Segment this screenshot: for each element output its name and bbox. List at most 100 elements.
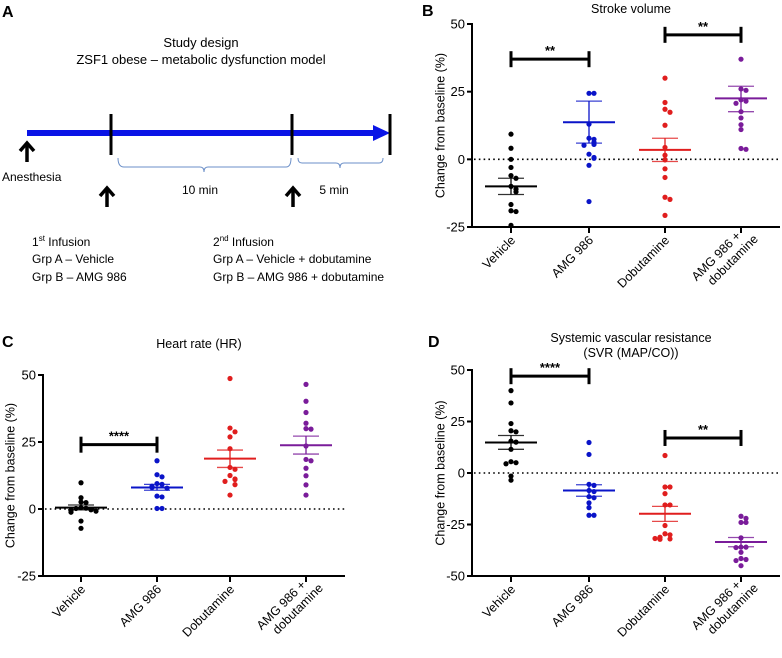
data-point xyxy=(303,398,309,404)
data-point xyxy=(508,172,514,179)
data-point xyxy=(308,426,314,432)
data-point xyxy=(303,409,309,416)
y-tick-label: 25 xyxy=(22,435,36,450)
data-point xyxy=(738,56,744,62)
data-point xyxy=(508,156,514,162)
data-point xyxy=(586,439,592,446)
significance-label: **** xyxy=(540,360,561,375)
infusion2-group-b: Grp B – AMG 986 + dobutamine xyxy=(213,270,384,284)
series-amg-986 xyxy=(563,90,615,205)
data-point xyxy=(738,145,744,152)
data-point xyxy=(667,109,673,115)
panel-letter: D xyxy=(428,334,440,351)
data-point xyxy=(508,459,514,465)
y-tick-label: 0 xyxy=(458,152,465,167)
data-point xyxy=(652,535,658,542)
anesthesia-label: Anesthesia xyxy=(2,170,62,184)
data-point xyxy=(508,473,514,479)
y-tick-label: 25 xyxy=(451,84,465,99)
data-point xyxy=(586,90,592,96)
data-point xyxy=(154,493,160,499)
data-point xyxy=(227,425,233,431)
data-point xyxy=(154,505,160,512)
series-amg-986 xyxy=(131,458,183,512)
data-point xyxy=(662,194,668,200)
data-point xyxy=(508,420,514,427)
data-point xyxy=(303,465,309,471)
data-point xyxy=(508,201,514,208)
data-point xyxy=(78,525,84,531)
data-point xyxy=(513,208,519,215)
chart-subtitle: (SVR (MAP/CO)) xyxy=(583,346,678,360)
data-point xyxy=(232,429,238,435)
x-tick-label-line: AMG 986 xyxy=(117,582,164,629)
y-tick-label: -25 xyxy=(446,517,465,532)
y-tick-label: 0 xyxy=(29,502,36,517)
x-tick-label-line: AMG 986 xyxy=(549,582,596,629)
data-point xyxy=(662,484,668,490)
data-point xyxy=(738,549,744,555)
series-vehicle xyxy=(485,131,537,228)
panel-a-letter: A xyxy=(2,4,14,21)
y-tick-label: -25 xyxy=(446,220,465,235)
data-point xyxy=(586,500,592,506)
x-tick-label: Dobutamine xyxy=(180,582,238,640)
x-tick-label: Vehicle xyxy=(480,233,518,271)
y-tick-label: 50 xyxy=(451,363,465,378)
infusion1-heading: 1st Infusion xyxy=(32,234,90,249)
data-point xyxy=(662,166,668,172)
data-point xyxy=(667,536,673,542)
x-tick-label: AMG 986 xyxy=(549,233,596,280)
series-dobutamine xyxy=(204,375,256,498)
infusion2-group-a: Grp A – Vehicle + dobutamine xyxy=(213,252,372,266)
data-point xyxy=(303,482,309,488)
y-tick-label: -50 xyxy=(446,569,465,584)
y-tick-label: -25 xyxy=(17,569,36,584)
x-tick-label-line: AMG 986 xyxy=(549,233,596,280)
infusion1-group-a: Grp A – Vehicle xyxy=(32,252,114,266)
data-point xyxy=(508,208,514,214)
x-tick-label: Dobutamine xyxy=(615,233,673,291)
data-point xyxy=(227,492,233,498)
data-point xyxy=(508,428,514,434)
data-point xyxy=(159,474,165,480)
data-point xyxy=(667,196,673,202)
data-point xyxy=(743,98,749,104)
panel-letter: C xyxy=(2,334,14,351)
data-point xyxy=(78,499,84,505)
x-tick-label-line: Dobutamine xyxy=(180,582,238,640)
data-point xyxy=(743,515,749,521)
x-tick-label-line: Vehicle xyxy=(480,582,518,620)
data-point xyxy=(508,388,514,394)
panel-a-study-design: A Study design ZSF1 obese – metabolic dy… xyxy=(2,4,392,284)
chart-title: Systemic vascular resistance xyxy=(550,331,711,345)
data-point xyxy=(303,426,309,432)
x-tick-label: AMG 986 xyxy=(117,582,164,629)
data-point xyxy=(508,477,514,483)
x-tick-label: Vehicle xyxy=(480,582,518,620)
series-amg-986-dobutamine xyxy=(280,381,332,498)
data-point xyxy=(738,115,744,121)
data-point xyxy=(232,482,238,488)
series-dobutamine xyxy=(639,75,691,218)
data-point xyxy=(662,122,668,128)
data-point xyxy=(68,509,74,515)
y-axis-label: Change from baseline (%) xyxy=(3,403,17,548)
data-point xyxy=(662,212,668,218)
panel-letter: B xyxy=(422,3,434,20)
data-point xyxy=(738,126,744,133)
data-point xyxy=(78,495,84,501)
x-tick-label: AMG 986 xyxy=(549,582,596,629)
data-point xyxy=(227,375,233,382)
data-point xyxy=(733,544,739,551)
data-point xyxy=(738,563,744,569)
data-point xyxy=(508,164,514,171)
significance-label: ** xyxy=(545,43,556,58)
data-point xyxy=(303,456,309,463)
infusion2-heading: 2nd Infusion xyxy=(213,234,274,249)
x-tick-label: Vehicle xyxy=(50,582,88,620)
data-point xyxy=(743,519,749,526)
interval-brace-5min xyxy=(297,157,384,169)
series-amg-986 xyxy=(563,439,615,518)
